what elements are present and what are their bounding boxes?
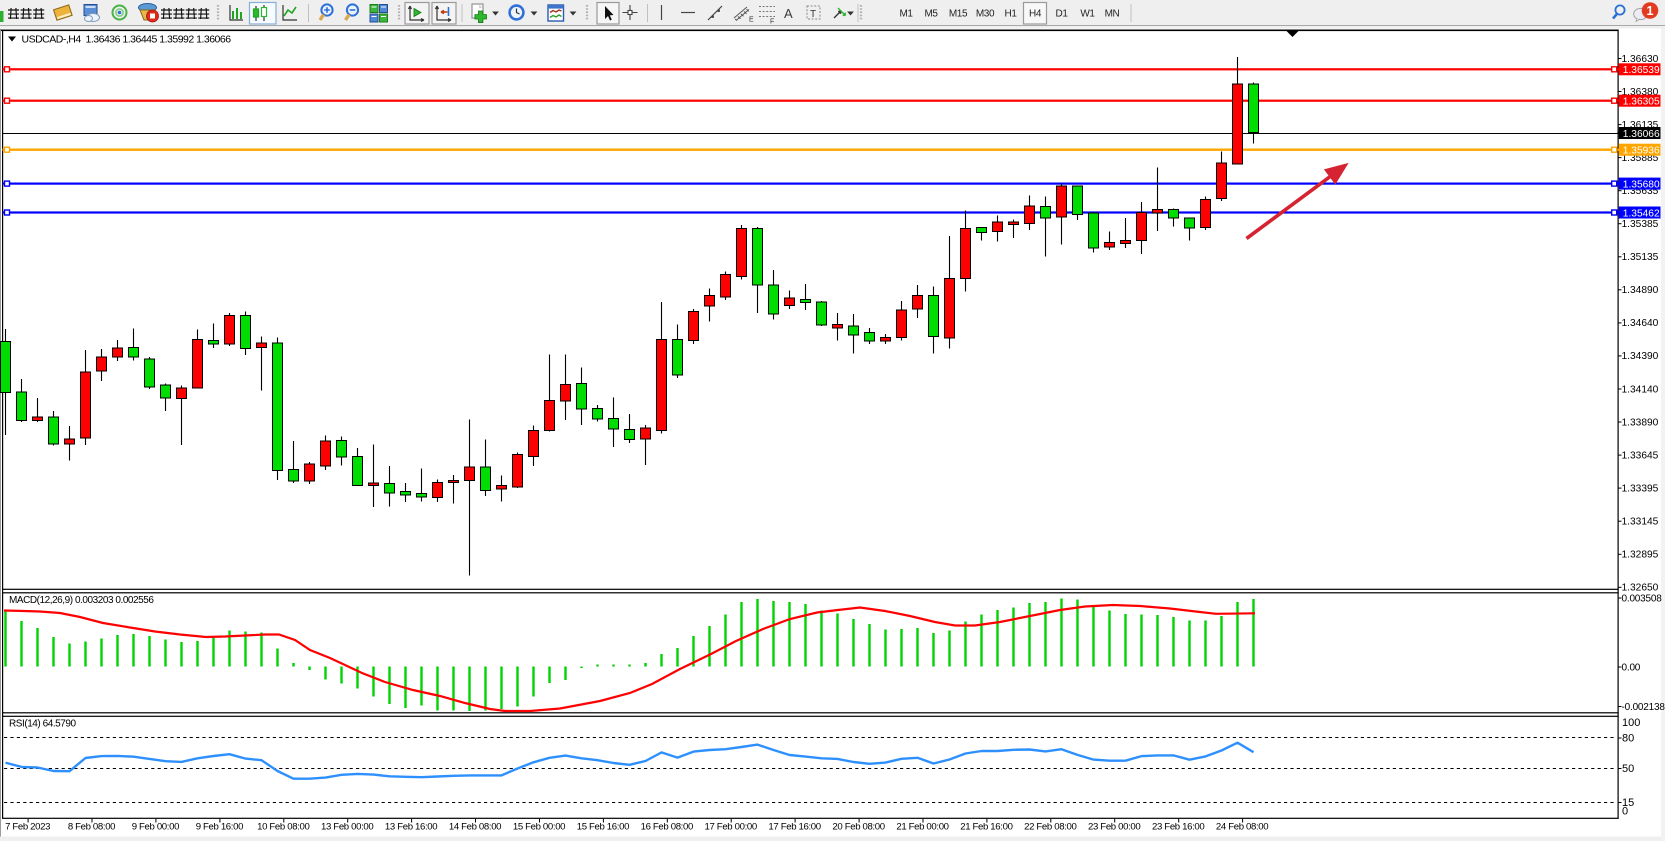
svg-text:80: 80 — [1622, 733, 1634, 745]
svg-text:10 Feb 08:00: 10 Feb 08:00 — [257, 822, 309, 833]
svg-text:M1: M1 — [899, 9, 913, 20]
svg-text:15 Feb 16:00: 15 Feb 16:00 — [577, 822, 629, 833]
svg-text:1.36305: 1.36305 — [1623, 97, 1660, 108]
svg-text:1.36380: 1.36380 — [1622, 87, 1659, 98]
svg-text:15: 15 — [1622, 797, 1634, 809]
svg-text:W1: W1 — [1080, 9, 1095, 20]
svg-text:50: 50 — [1622, 763, 1634, 775]
svg-text:22 Feb 08:00: 22 Feb 08:00 — [1024, 822, 1076, 833]
svg-text:1.33145: 1.33145 — [1622, 517, 1659, 528]
svg-text:0.00: 0.00 — [1622, 662, 1641, 673]
svg-text:1.35135: 1.35135 — [1622, 252, 1659, 263]
svg-text:M15: M15 — [949, 9, 968, 20]
svg-text:E: E — [749, 17, 754, 24]
svg-text:M30: M30 — [976, 9, 995, 20]
svg-text:20 Feb 08:00: 20 Feb 08:00 — [832, 822, 884, 833]
svg-text:1.34390: 1.34390 — [1622, 351, 1659, 362]
svg-text:1.36539: 1.36539 — [1623, 65, 1660, 76]
svg-text:1.36066: 1.36066 — [1623, 129, 1660, 140]
svg-text:M5: M5 — [924, 9, 938, 20]
svg-text:1.35936: 1.35936 — [1623, 146, 1660, 157]
svg-text:1.33890: 1.33890 — [1622, 417, 1659, 428]
svg-text:MACD(12,26,9) 0.003203 0.00255: MACD(12,26,9) 0.003203 0.002556 — [9, 595, 154, 606]
svg-text:1.32650: 1.32650 — [1622, 583, 1659, 594]
svg-text:1.35680: 1.35680 — [1623, 179, 1660, 190]
svg-text:13 Feb 00:00: 13 Feb 00:00 — [321, 822, 373, 833]
svg-text:23 Feb 00:00: 23 Feb 00:00 — [1088, 822, 1140, 833]
svg-text:1.35385: 1.35385 — [1622, 219, 1659, 230]
svg-text:15 Feb 00:00: 15 Feb 00:00 — [513, 822, 565, 833]
svg-text:17 Feb 16:00: 17 Feb 16:00 — [768, 822, 820, 833]
svg-text:1.32895: 1.32895 — [1622, 550, 1659, 561]
svg-text:1.34140: 1.34140 — [1622, 384, 1659, 395]
svg-text:21 Feb 00:00: 21 Feb 00:00 — [896, 822, 948, 833]
svg-text:23 Feb 16:00: 23 Feb 16:00 — [1152, 822, 1204, 833]
svg-text:17 Feb 00:00: 17 Feb 00:00 — [705, 822, 757, 833]
svg-text:USDCAD-,H4 1.36436 1.36445 1.: USDCAD-,H4 1.36436 1.36445 1.35992 1.360… — [22, 34, 232, 46]
svg-text:1.34890: 1.34890 — [1622, 285, 1659, 296]
svg-text:1.36630: 1.36630 — [1622, 54, 1659, 65]
svg-text:RSI(14) 64.5790: RSI(14) 64.5790 — [9, 719, 77, 730]
svg-text:F: F — [770, 19, 774, 26]
svg-text:16 Feb 08:00: 16 Feb 08:00 — [641, 822, 693, 833]
svg-text:8 Feb 08:00: 8 Feb 08:00 — [68, 822, 115, 833]
svg-text:9 Feb 00:00: 9 Feb 00:00 — [132, 822, 179, 833]
svg-text:1.35635: 1.35635 — [1622, 186, 1659, 197]
svg-text:1.35462: 1.35462 — [1623, 208, 1660, 219]
svg-text:0: 0 — [1622, 806, 1628, 818]
svg-text:24 Feb 08:00: 24 Feb 08:00 — [1216, 822, 1268, 833]
svg-text:H1: H1 — [1005, 9, 1018, 20]
svg-text:1.33645: 1.33645 — [1622, 450, 1659, 461]
svg-text:-0.002138: -0.002138 — [1622, 702, 1665, 713]
svg-text:21 Feb 16:00: 21 Feb 16:00 — [960, 822, 1012, 833]
svg-text:14 Feb 08:00: 14 Feb 08:00 — [449, 822, 501, 833]
svg-text:7 Feb 2023: 7 Feb 2023 — [5, 822, 50, 833]
svg-text:1.33395: 1.33395 — [1622, 483, 1659, 494]
svg-text:H4: H4 — [1029, 9, 1042, 20]
svg-text:MN: MN — [1105, 9, 1120, 20]
svg-text:13 Feb 16:00: 13 Feb 16:00 — [385, 822, 437, 833]
svg-text:9 Feb 16:00: 9 Feb 16:00 — [196, 822, 243, 833]
svg-text:A: A — [784, 6, 793, 21]
svg-text:1: 1 — [1647, 4, 1654, 18]
svg-text:D1: D1 — [1056, 9, 1069, 20]
svg-text:1.35885: 1.35885 — [1622, 153, 1659, 164]
svg-text:0.003508: 0.003508 — [1622, 593, 1663, 604]
svg-text:1.36135: 1.36135 — [1622, 120, 1659, 131]
svg-text:100: 100 — [1622, 717, 1640, 729]
svg-text:1.34640: 1.34640 — [1622, 318, 1659, 329]
svg-text:T: T — [810, 9, 816, 20]
